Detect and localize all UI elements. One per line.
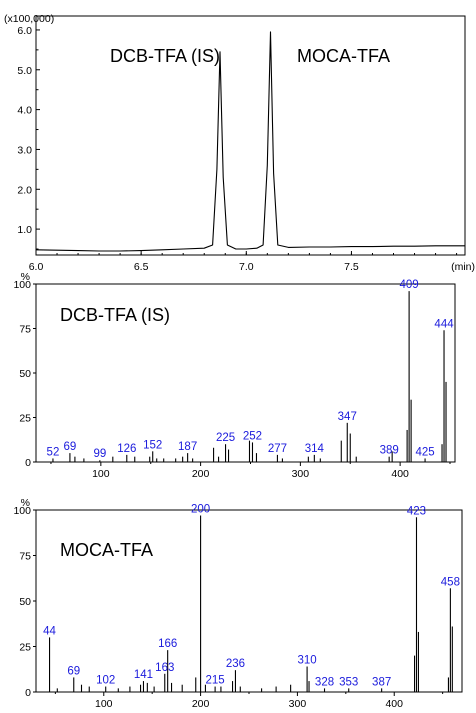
y-tick-label: 1.0 bbox=[17, 224, 32, 236]
peak-label: 387 bbox=[372, 676, 391, 688]
peak-label: 236 bbox=[226, 658, 245, 670]
x-axis-unit-label: (min) bbox=[451, 261, 475, 273]
peak-label: 310 bbox=[297, 655, 316, 667]
peak-label: 69 bbox=[67, 665, 80, 677]
peak-label: 187 bbox=[178, 441, 197, 453]
peak-label: 166 bbox=[158, 638, 177, 650]
y-tick-label: 50 bbox=[19, 368, 31, 380]
plot-frame bbox=[35, 509, 463, 693]
peak-label: 252 bbox=[243, 430, 262, 442]
y-tick-label: 3.0 bbox=[17, 144, 32, 156]
chromatogram-trace bbox=[35, 31, 465, 252]
y-tick-label: 6.0 bbox=[17, 25, 32, 37]
x-tick-label: 6.0 bbox=[29, 261, 44, 273]
y-tick-label: 25 bbox=[19, 642, 31, 654]
peak-label: 215 bbox=[206, 675, 225, 687]
peak-label: 328 bbox=[315, 676, 334, 688]
peak-label: 458 bbox=[441, 576, 460, 588]
peak-label: 163 bbox=[155, 662, 174, 674]
peak-annotation-moca: MOCA-TFA bbox=[297, 46, 390, 66]
peak-label: 44 bbox=[43, 625, 56, 637]
peak-label: 225 bbox=[216, 432, 235, 444]
peak-label: 389 bbox=[380, 445, 399, 457]
x-tick-label: 7.0 bbox=[239, 261, 254, 273]
x-tick-label: 200 bbox=[192, 468, 210, 480]
y-tick-label: 100 bbox=[13, 505, 31, 517]
y-tick-label: 0 bbox=[25, 687, 31, 699]
y-axis-percent-label: % bbox=[21, 271, 30, 283]
y-multiplier-label: (x100,000) bbox=[4, 13, 54, 25]
peak-label: 99 bbox=[93, 448, 106, 460]
x-tick-label: 6.5 bbox=[134, 261, 149, 273]
x-tick-label: 7.5 bbox=[344, 261, 359, 273]
peak-label: 102 bbox=[96, 675, 115, 687]
peak-label: 277 bbox=[268, 443, 287, 455]
peak-label: 152 bbox=[143, 439, 162, 451]
peak-label: 353 bbox=[339, 676, 358, 688]
peak-label: 314 bbox=[305, 443, 325, 455]
y-tick-label: 0 bbox=[25, 457, 31, 469]
x-tick-label: 100 bbox=[92, 468, 110, 480]
x-tick-label: 100 bbox=[95, 698, 113, 710]
y-tick-label: 50 bbox=[19, 596, 31, 608]
x-tick-label: 300 bbox=[292, 468, 310, 480]
y-tick-label: 25 bbox=[19, 413, 31, 425]
plot-frame bbox=[35, 15, 466, 256]
peak-label: 409 bbox=[400, 279, 419, 291]
spectrum-title: DCB-TFA (IS) bbox=[60, 305, 170, 325]
peak-label: 52 bbox=[47, 446, 60, 458]
x-tick-label: 400 bbox=[385, 698, 403, 710]
peak-annotation-dcb: DCB-TFA (IS) bbox=[110, 46, 220, 66]
y-tick-label: 100 bbox=[13, 279, 31, 291]
peak-label: 69 bbox=[64, 441, 77, 453]
peak-label: 425 bbox=[415, 446, 434, 458]
y-tick-label: 4.0 bbox=[17, 105, 32, 117]
chromatogram-panel: 1.0 2.0 3.0 4.0 5.0 6.0 6.0 6.5 7.0 7.5 (x100,000)… bbox=[4, 13, 475, 273]
x-tick-label: 400 bbox=[391, 468, 409, 480]
dcb-spectrum-panel: % 0 25 50 75 100 100 200 300 400 52 69 99 126 152 187 22… bbox=[13, 271, 456, 480]
y-tick-label: 75 bbox=[19, 551, 31, 563]
x-tick-label: 200 bbox=[192, 698, 210, 710]
peak-label: 444 bbox=[434, 318, 454, 330]
spectrum-title: MOCA-TFA bbox=[60, 540, 153, 560]
y-axis-percent-label: % bbox=[21, 497, 30, 509]
y-tick-label: 75 bbox=[19, 324, 31, 336]
y-tick-label: 2.0 bbox=[17, 184, 32, 196]
peak-label: 423 bbox=[407, 505, 426, 517]
x-tick-label: 300 bbox=[289, 698, 307, 710]
peak-label: 141 bbox=[134, 669, 153, 681]
peak-label: 200 bbox=[191, 503, 210, 515]
peak-label: 347 bbox=[338, 411, 357, 423]
peak-label: 126 bbox=[117, 443, 136, 455]
y-tick-label: 5.0 bbox=[17, 65, 32, 77]
